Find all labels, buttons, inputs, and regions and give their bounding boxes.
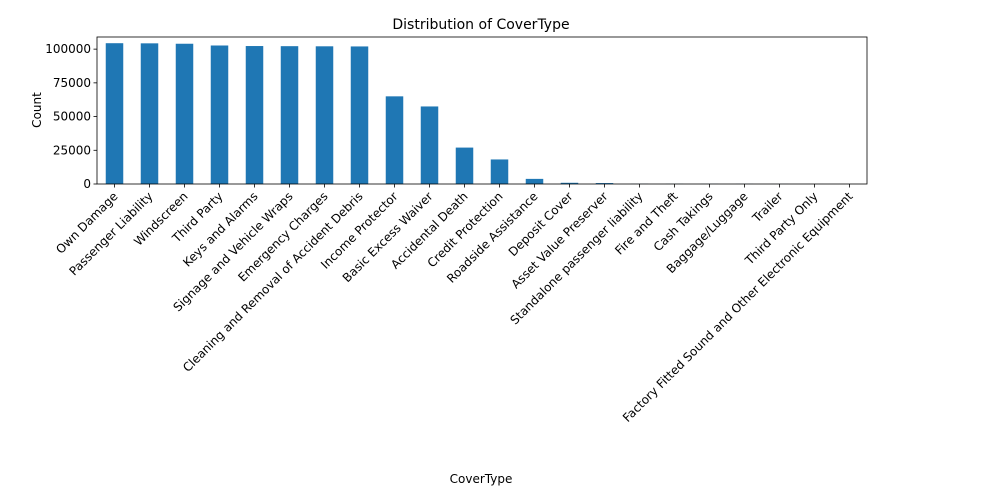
bar — [175, 43, 194, 184]
bar — [595, 183, 614, 184]
y-tick-label: 25000 — [53, 143, 91, 157]
bar — [105, 43, 124, 184]
bar — [245, 46, 264, 184]
x-axis-title: CoverType — [450, 472, 513, 486]
bar — [315, 46, 334, 184]
y-axis-title: Count — [30, 92, 44, 128]
y-tick-label: 0 — [83, 177, 91, 191]
plot-frame — [96, 36, 868, 185]
bar — [525, 178, 544, 184]
x-tick-label: Factory Fitted Sound and Other Electroni… — [620, 189, 856, 425]
bar — [210, 45, 229, 184]
y-axis: 0 25000 50000 75000 100000 — [45, 42, 97, 191]
x-tick-label: Own Damage — [53, 189, 120, 256]
y-tick-label: 100000 — [45, 42, 91, 56]
y-tick-label: 75000 — [53, 76, 91, 90]
bar — [420, 106, 439, 184]
bar — [385, 96, 404, 184]
bar — [140, 43, 159, 184]
bar — [350, 46, 369, 184]
bars-layer — [105, 43, 859, 185]
y-tick-label: 50000 — [53, 110, 91, 124]
bar — [560, 182, 579, 184]
bar — [280, 46, 299, 185]
bar — [490, 159, 509, 184]
bar — [455, 147, 474, 184]
chart-title: Distribution of CoverType — [392, 17, 569, 33]
